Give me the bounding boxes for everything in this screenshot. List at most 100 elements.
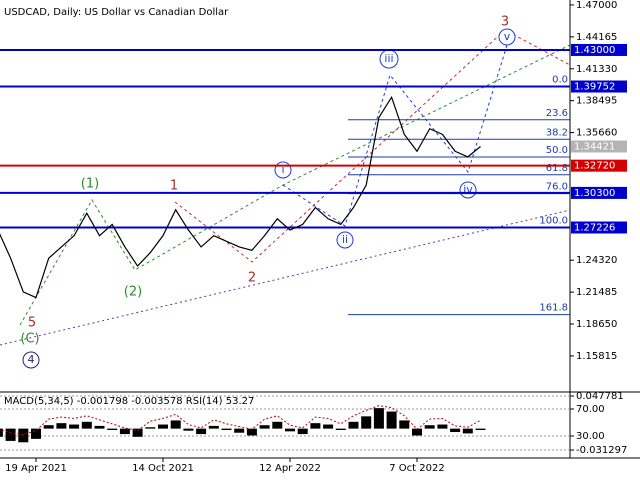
wave-label: ii — [342, 233, 348, 246]
wave-label: (1) — [81, 177, 99, 192]
y-tick-label: 1.47000 — [576, 0, 617, 11]
macd-bar — [69, 424, 80, 429]
level-box — [571, 186, 627, 199]
y-tick-label: 0.047781 — [576, 391, 624, 402]
macd-bar — [373, 408, 384, 429]
macd-bar — [56, 423, 67, 429]
fib-label: 100.0 — [539, 216, 568, 227]
macd-bar — [221, 428, 232, 430]
indicator-title: MACD(5,34,5) -0.001798 -0.003578 RSI(14)… — [4, 396, 254, 407]
wave-label: v — [504, 30, 511, 43]
rsi-line — [0, 405, 481, 436]
fib-label: 50.0 — [546, 145, 568, 156]
wave-label: (C) — [20, 332, 39, 347]
macd-bar — [424, 425, 435, 429]
macd-bar — [94, 425, 105, 429]
fib-label: 76.0 — [546, 182, 568, 193]
macd-bar — [450, 428, 461, 433]
y-tick-label: 1.35660 — [576, 128, 617, 139]
macd-bar — [183, 428, 194, 431]
y-tick-label: 70.00 — [576, 404, 605, 415]
level-label: 1.32720 — [574, 161, 615, 172]
macd-bar — [170, 420, 181, 429]
wave-circle — [336, 231, 354, 249]
y-tick-label: 1.38495 — [576, 96, 617, 107]
macd-bar — [462, 428, 473, 434]
macd-bar — [437, 424, 448, 429]
macd-bar — [310, 423, 321, 429]
y-tick-label: 1.24320 — [576, 255, 617, 266]
y-tick-label: 1.44165 — [576, 32, 617, 43]
trend-line — [282, 44, 508, 227]
level-box — [571, 221, 627, 234]
y-tick-label: 30.00 — [576, 431, 605, 442]
macd-bar — [132, 428, 143, 437]
fib-label: 38.2 — [546, 127, 568, 138]
macd-bar — [335, 428, 346, 430]
level-box — [571, 159, 627, 172]
macd-bar — [285, 428, 295, 432]
macd-bar — [386, 411, 397, 429]
wave-label: iv — [463, 183, 473, 196]
macd-bar — [158, 424, 168, 429]
x-tick-label: 12 Apr 2022 — [259, 463, 321, 474]
level-label: 1.27226 — [574, 223, 615, 234]
macd-bar — [145, 427, 156, 429]
wave-label: 4 — [28, 353, 35, 366]
wave-label: 2 — [248, 271, 256, 286]
wave-circle — [22, 351, 40, 369]
fib-label: 161.8 — [539, 303, 568, 314]
macd-bar — [348, 421, 359, 429]
macd-bar — [234, 428, 245, 433]
x-tick-label: 19 Apr 2021 — [5, 463, 67, 474]
wave-label: i — [281, 163, 284, 176]
wave-label: 3 — [501, 15, 509, 30]
wave-circle — [498, 28, 516, 46]
chart-title: USDCAD, Daily: US Dollar vs Canadian Dol… — [4, 7, 229, 18]
y-tick-label: 1.41330 — [576, 64, 617, 75]
macd-bar — [246, 428, 257, 436]
level-label: 1.30300 — [574, 188, 615, 199]
macd-bar — [196, 428, 207, 435]
macd-bar — [5, 428, 16, 441]
wave-label: iii — [384, 52, 393, 65]
macd-bar — [272, 421, 283, 429]
y-tick-label: -0.031297 — [576, 445, 627, 456]
macd-bar — [43, 425, 54, 429]
macd-bar — [18, 428, 29, 443]
macd-bar — [119, 428, 130, 435]
y-tick-label: 1.18650 — [576, 319, 617, 330]
macd-bar — [81, 421, 92, 429]
level-label: 1.34421 — [574, 142, 615, 153]
level-box — [571, 43, 627, 56]
fib-label: 23.6 — [546, 108, 568, 119]
y-tick-label: 1.21485 — [576, 287, 617, 298]
level-box — [571, 140, 627, 153]
y-tick-label: 1.15815 — [576, 351, 617, 362]
macd-bar — [0, 428, 3, 437]
fib-label: 0.0 — [552, 75, 568, 86]
macd-bar — [31, 428, 41, 439]
macd-bar — [107, 428, 118, 430]
macd-bar — [412, 428, 422, 436]
trend-line — [174, 29, 571, 263]
level-label: 1.43000 — [574, 45, 615, 56]
macd-bar — [323, 424, 334, 429]
wave-label: 1 — [170, 179, 178, 194]
x-tick-label: 7 Oct 2022 — [389, 463, 444, 474]
price-line — [0, 95, 481, 299]
macd-bar — [475, 428, 486, 430]
macd-bar — [297, 428, 308, 435]
level-label: 1.39752 — [574, 82, 615, 93]
wave-label: (2) — [124, 285, 142, 300]
macd-bar — [361, 416, 372, 429]
x-tick-label: 14 Oct 2021 — [132, 463, 194, 474]
macd-bar — [259, 425, 270, 429]
macd-bar — [399, 420, 410, 429]
level-box — [571, 80, 627, 93]
fib-label: 61.8 — [546, 163, 568, 174]
macd-bar — [208, 425, 219, 429]
wave-label: 5 — [28, 316, 36, 331]
